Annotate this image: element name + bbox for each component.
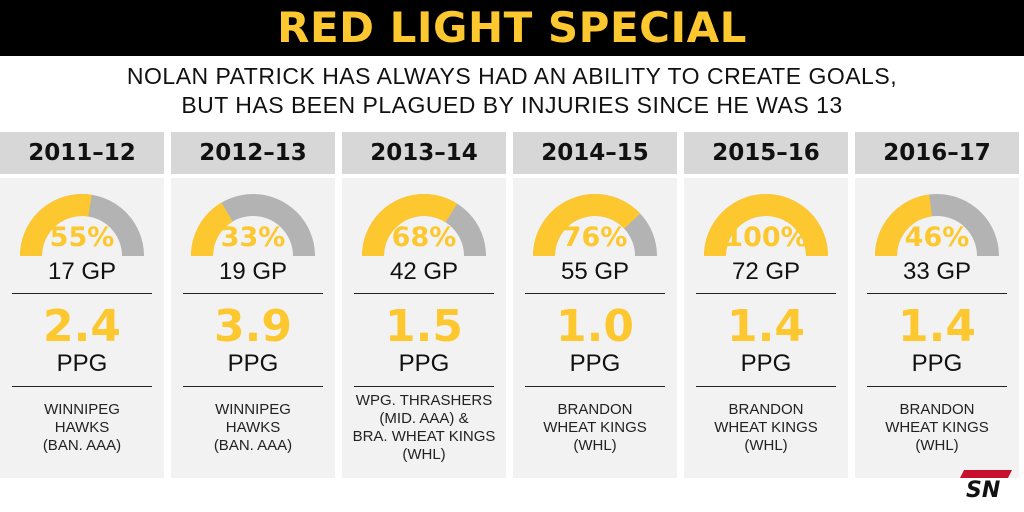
season-label: 2011–12: [0, 132, 164, 174]
ppg-label: PPG: [56, 350, 108, 377]
games-played: 33 GP: [902, 258, 972, 285]
season-column: 2015–16 100% 72 GP 1.4 PPG BRANDON WHEAT KINGS…: [684, 132, 848, 478]
ppg-label: PPG: [911, 350, 963, 377]
games-pct-label: 55%: [49, 222, 115, 253]
subtitle-line-1: NOLAN PATRICK HAS ALWAYS HAD AN ABILITY …: [126, 63, 898, 89]
gauge-fill: [533, 194, 641, 257]
season-label: 2016–17: [855, 132, 1019, 174]
season-label: 2014–15: [513, 132, 677, 174]
gauge-fill: [875, 194, 933, 257]
page-title: RED LIGHT SPECIAL: [277, 3, 747, 52]
ppg-label: PPG: [740, 350, 792, 377]
team-name: BRANDON WHEAT KINGS (WHL): [513, 390, 677, 466]
team-line: WINNIPEG: [215, 401, 291, 418]
ppg-value: 2.4: [43, 301, 121, 352]
divider: [354, 293, 494, 294]
divider: [183, 293, 323, 294]
sportsnet-logo: SN: [960, 470, 1012, 502]
ppg-value: 1.0: [556, 301, 634, 352]
games-played-gauge: [704, 194, 828, 257]
games-played: 19 GP: [218, 258, 288, 285]
season-panel: 55% 17 GP 2.4 PPG WINNIPEG HAWKS (BAN. AAA): [0, 178, 164, 478]
team-line: WHEAT KINGS: [714, 419, 818, 436]
season-panel: 68% 42 GP 1.5 PPG WPG. THRASHERS (MID. AAA) &…: [342, 178, 506, 478]
season-column: 2011–12 55% 17 GP 2.4 PPG WINNIPEG HAWKS (BAN. …: [0, 132, 164, 478]
team-name: WPG. THRASHERS (MID. AAA) & BRA. WHEAT KIN…: [342, 390, 506, 466]
team-name: BRANDON WHEAT KINGS (WHL): [855, 390, 1019, 466]
team-line: WPG. THRASHERS: [355, 392, 493, 409]
team-line: WHEAT KINGS: [885, 419, 989, 436]
games-pct-label: 46%: [904, 222, 970, 253]
season-label: 2015–16: [684, 132, 848, 174]
team-line: BRANDON: [899, 401, 975, 418]
season-column: 2012–13 33% 19 GP 3.9 PPG WINNIPEG HAWKS (BAN. …: [171, 132, 335, 478]
divider: [867, 386, 1007, 387]
logo-text: SN: [966, 478, 1000, 502]
team-name: WINNIPEG HAWKS (BAN. AAA): [0, 390, 164, 466]
games-pct-label: 76%: [562, 222, 628, 253]
ppg-value: 1.5: [385, 301, 463, 352]
season-label: 2013–14: [342, 132, 506, 174]
ppg-value: 1.4: [898, 301, 976, 352]
gauge-fill: [191, 202, 234, 257]
team-line: (BAN. AAA): [213, 437, 293, 454]
season-column: 2016–17 46% 33 GP 1.4 PPG BRANDON WHEAT KINGS(…: [855, 132, 1019, 478]
divider: [696, 293, 836, 294]
team-line: BRA. WHEAT KINGS: [352, 428, 496, 445]
games-played: 72 GP: [731, 258, 801, 285]
team-line: (BAN. AAA): [42, 437, 122, 454]
ppg-label: PPG: [398, 350, 450, 377]
ppg-label: PPG: [569, 350, 621, 377]
team-line: WINNIPEG: [44, 401, 120, 418]
games-played: 55 GP: [560, 258, 630, 285]
team-name: WINNIPEG HAWKS (BAN. AAA): [171, 390, 335, 466]
season-column: 2013–14 68% 42 GP 1.5 PPG WPG. THRASHERS (MID.…: [342, 132, 506, 478]
header-bar: RED LIGHT SPECIAL: [0, 0, 1024, 56]
divider: [867, 293, 1007, 294]
team-line: (WHL): [744, 437, 788, 454]
gauge-fill: [362, 194, 458, 257]
gauge-fill: [20, 194, 92, 257]
team-line: BRANDON: [557, 401, 633, 418]
divider: [354, 386, 494, 387]
games-played-gauge: [362, 194, 486, 257]
team-line: (WHL): [402, 446, 446, 463]
games-played: 42 GP: [389, 258, 459, 285]
team-line: WHEAT KINGS: [543, 419, 647, 436]
games-played: 17 GP: [47, 258, 117, 285]
ppg-value: 1.4: [727, 301, 805, 352]
season-panel: 33% 19 GP 3.9 PPG WINNIPEG HAWKS (BAN. AAA): [171, 178, 335, 478]
season-label: 2012–13: [171, 132, 335, 174]
team-line: (WHL): [915, 437, 959, 454]
season-panel: 46% 33 GP 1.4 PPG BRANDON WHEAT KINGS (WHL): [855, 178, 1019, 478]
team-line: HAWKS: [54, 419, 110, 436]
gauge-fill: [704, 194, 828, 257]
games-pct-label: 68%: [391, 222, 457, 253]
season-panel: 100% 72 GP 1.4 PPG BRANDON WHEAT KINGS (WHL): [684, 178, 848, 478]
divider: [525, 293, 665, 294]
team-name: BRANDON WHEAT KINGS (WHL): [684, 390, 848, 466]
divider: [12, 293, 152, 294]
team-line: (MID. AAA) &: [379, 410, 469, 427]
season-column: 2014–15 76% 55 GP 1.0 PPG BRANDON WHEAT KINGS(…: [513, 132, 677, 478]
subtitle-line-2: BUT HAS BEEN PLAGUED BY INJURIES SINCE H…: [181, 92, 843, 118]
games-played-gauge: [20, 194, 144, 257]
games-played-gauge: [191, 194, 315, 257]
season-panel: 76% 55 GP 1.0 PPG BRANDON WHEAT KINGS (WHL): [513, 178, 677, 478]
divider: [696, 386, 836, 387]
divider: [525, 386, 665, 387]
team-line: BRANDON: [728, 401, 804, 418]
page-subtitle: NOLAN PATRICK HAS ALWAYS HAD AN ABILITY …: [0, 62, 1024, 120]
games-pct-label: 33%: [220, 222, 286, 253]
ppg-label: PPG: [227, 350, 279, 377]
games-played-gauge: [533, 194, 657, 257]
divider: [183, 386, 323, 387]
team-line: HAWKS: [225, 419, 281, 436]
games-pct-label: 100%: [724, 222, 808, 253]
ppg-value: 3.9: [214, 301, 292, 352]
team-line: (WHL): [573, 437, 617, 454]
games-played-gauge: [875, 194, 999, 257]
divider: [12, 386, 152, 387]
